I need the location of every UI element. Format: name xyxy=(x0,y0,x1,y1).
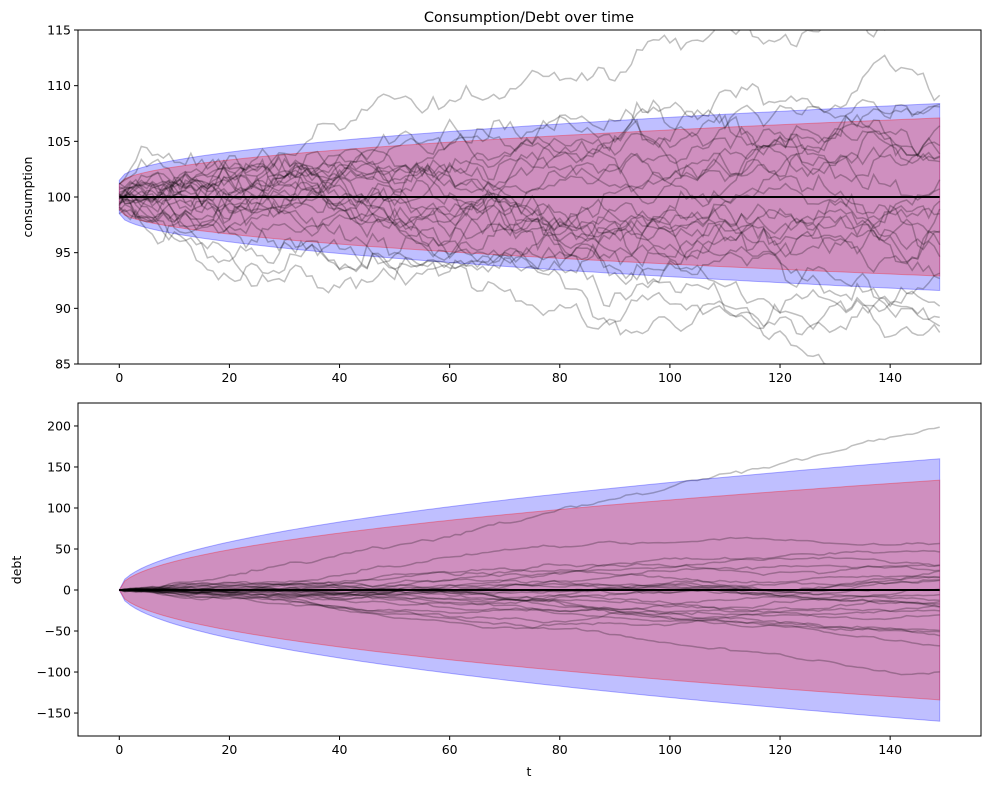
y-tick-label: 100 xyxy=(47,190,71,205)
x-tick-label: 40 xyxy=(332,742,348,757)
x-tick-label: 140 xyxy=(878,370,902,385)
y-tick-label: 0 xyxy=(63,583,71,598)
y-tick-label: 105 xyxy=(47,134,71,149)
x-tick-label: 100 xyxy=(658,742,682,757)
y-tick-label: −150 xyxy=(37,706,71,721)
x-tick-label: 80 xyxy=(552,370,568,385)
x-tick-label: 140 xyxy=(878,742,902,757)
y-tick-label: 90 xyxy=(55,301,71,316)
y-tick-label: 50 xyxy=(55,541,71,556)
y-tick-label: 110 xyxy=(47,78,71,93)
chart-title: Consumption/Debt over time xyxy=(424,10,634,26)
debt-y-axis-label: debt xyxy=(9,556,24,585)
x-tick-label: 120 xyxy=(768,742,792,757)
x-tick-label: 40 xyxy=(332,370,348,385)
y-tick-label: 95 xyxy=(55,245,71,260)
x-tick-label: 0 xyxy=(115,370,123,385)
x-tick-label: 20 xyxy=(221,370,237,385)
x-tick-label: 20 xyxy=(221,742,237,757)
y-tick-label: 115 xyxy=(47,23,71,38)
y-tick-label: 150 xyxy=(47,459,71,474)
y-tick-label: −50 xyxy=(45,624,71,639)
x-tick-label: 120 xyxy=(768,370,792,385)
x-tick-label: 100 xyxy=(658,370,682,385)
x-tick-label: 80 xyxy=(552,742,568,757)
consumption-y-axis-label: consumption xyxy=(20,157,35,238)
debt-x-axis-label: t xyxy=(527,764,532,779)
y-tick-label: 85 xyxy=(55,357,71,372)
x-tick-label: 60 xyxy=(442,370,458,385)
y-tick-label: −100 xyxy=(37,665,71,680)
y-tick-label: 100 xyxy=(47,500,71,515)
x-tick-label: 60 xyxy=(442,742,458,757)
y-tick-label: 200 xyxy=(47,418,71,433)
x-tick-label: 0 xyxy=(115,742,123,757)
